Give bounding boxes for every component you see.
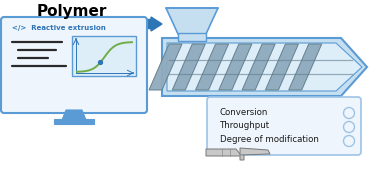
FancyArrow shape — [100, 17, 162, 31]
Bar — [178, 33, 206, 41]
Bar — [72, 36, 136, 76]
FancyBboxPatch shape — [207, 97, 361, 155]
FancyBboxPatch shape — [1, 17, 147, 113]
Polygon shape — [240, 148, 270, 155]
Text: Throughput: Throughput — [220, 121, 270, 131]
Polygon shape — [172, 44, 205, 90]
Polygon shape — [206, 149, 244, 160]
Bar — [54, 119, 94, 124]
Text: Conversion: Conversion — [220, 108, 268, 116]
Polygon shape — [242, 44, 275, 90]
Polygon shape — [219, 44, 252, 90]
Polygon shape — [166, 8, 218, 34]
Polygon shape — [162, 38, 367, 96]
Polygon shape — [167, 43, 362, 91]
Text: </>  Reactive extrusion: </> Reactive extrusion — [12, 25, 106, 31]
Polygon shape — [149, 44, 182, 90]
Polygon shape — [62, 110, 86, 120]
Polygon shape — [265, 44, 298, 90]
Text: Degree of modification: Degree of modification — [220, 136, 319, 144]
Text: Polymer: Polymer — [37, 4, 107, 19]
Polygon shape — [289, 44, 322, 90]
Polygon shape — [195, 44, 229, 90]
